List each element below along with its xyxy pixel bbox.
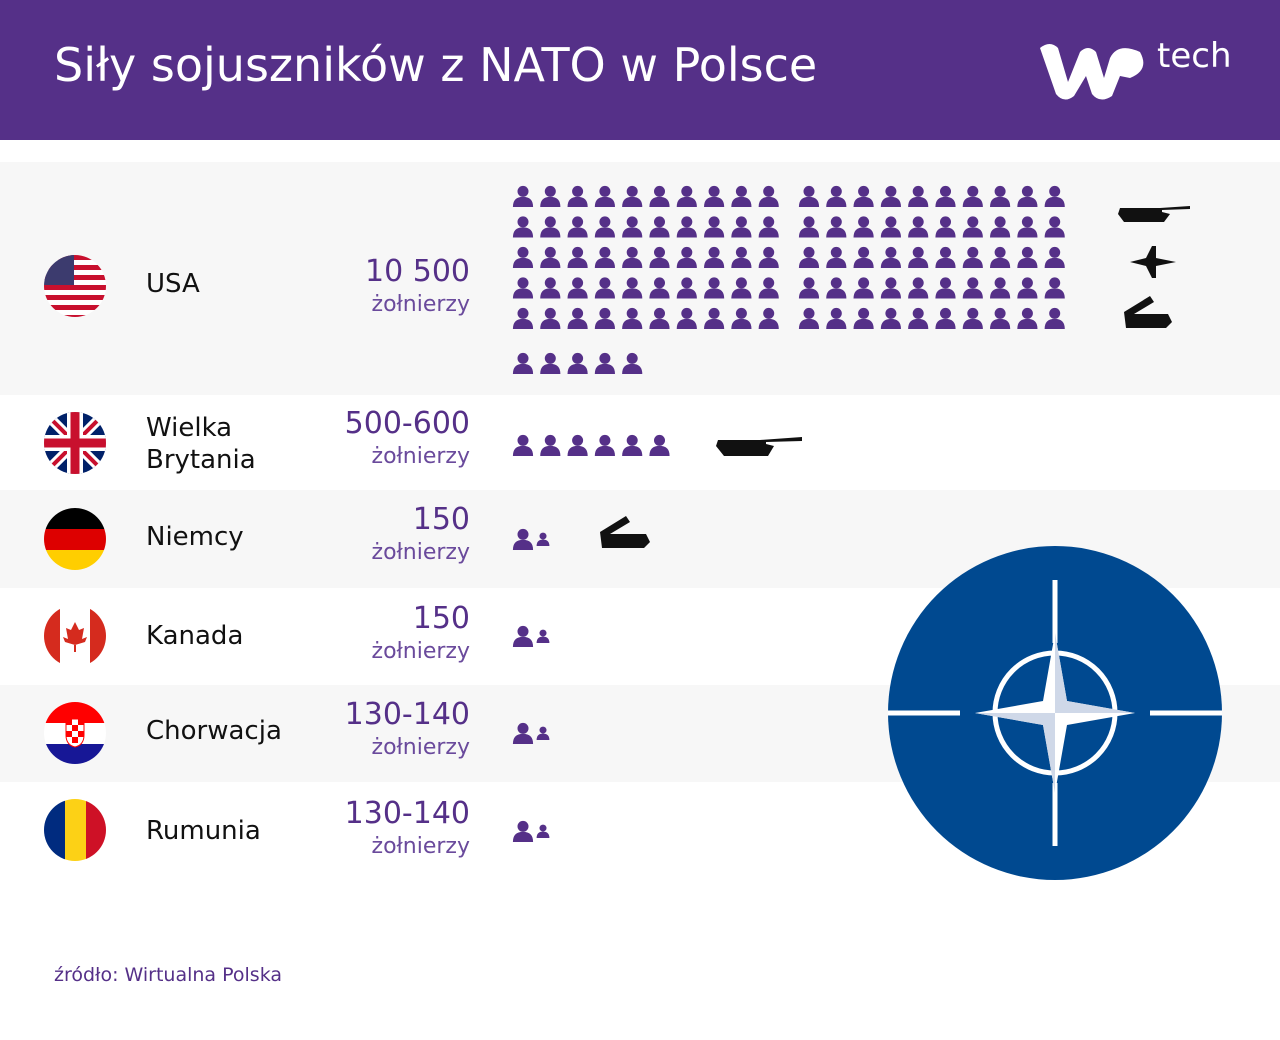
person-icon — [512, 625, 534, 647]
person-icon — [512, 434, 534, 456]
tank-icon — [716, 437, 802, 456]
unit: żołnierzy — [371, 735, 470, 760]
person-icon — [594, 434, 615, 456]
person-icon — [536, 824, 550, 838]
soldier-count: 150 — [412, 601, 470, 636]
flag-germany — [44, 508, 106, 570]
soldier-count: 130-140 — [344, 697, 470, 732]
country-name: Chorwacja — [146, 716, 282, 746]
tank-icon — [1118, 206, 1190, 222]
country-name: Rumunia — [146, 816, 261, 846]
launcher-icon — [600, 516, 650, 548]
unit: żołnierzy — [371, 540, 470, 565]
flag-croatia — [44, 702, 106, 764]
unit: żołnierzy — [371, 444, 470, 469]
soldier-count: 500-600 — [344, 406, 470, 441]
title: Siły sojuszników z NATO w Polsce — [54, 38, 818, 92]
unit: żołnierzy — [371, 834, 470, 859]
soldier-count: 150 — [412, 502, 470, 537]
header-bar — [0, 0, 1280, 140]
flag-usa — [44, 255, 106, 317]
source: źródło: Wirtualna Polska — [54, 964, 283, 986]
person-icon — [622, 434, 643, 456]
country-name: USA — [146, 269, 200, 299]
country-name: Kanada — [146, 621, 244, 651]
flag-canada — [44, 605, 106, 667]
person-icon — [512, 820, 534, 842]
flag-uk — [44, 412, 106, 474]
unit: żołnierzy — [371, 292, 470, 317]
jet-icon — [1130, 246, 1176, 278]
nato-emblem — [888, 546, 1222, 880]
person-icon — [540, 434, 561, 456]
logo-text: tech — [1157, 36, 1232, 76]
soldier-count: 10 500 — [365, 254, 470, 289]
country-name: Niemcy — [146, 522, 244, 552]
vehicle-icons — [600, 206, 1190, 548]
flag-romania — [44, 799, 106, 861]
person-icon — [536, 629, 550, 643]
country-name: Wielka Brytania — [146, 413, 256, 475]
launcher-icon — [1124, 296, 1172, 328]
person-icon — [567, 434, 588, 456]
wp-logo — [1040, 44, 1144, 100]
unit: żołnierzy — [371, 639, 470, 664]
person-icon — [649, 434, 670, 456]
soldier-count: 130-140 — [344, 796, 470, 831]
